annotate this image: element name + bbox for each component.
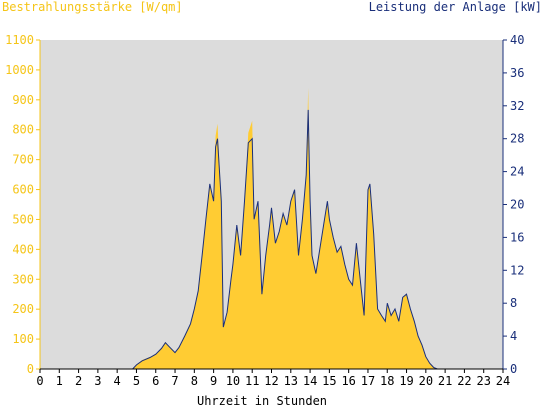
left-axis-title: Bestrahlungsstärke [W/qm] <box>2 0 183 14</box>
x-tick-label: 6 <box>152 374 159 388</box>
left-tick-label: 600 <box>12 183 34 197</box>
right-tick-label: 12 <box>510 263 524 277</box>
ticks-layer: 0100200300400500600700800900100011000481… <box>5 33 524 388</box>
x-tick-label: 15 <box>322 374 336 388</box>
x-tick-label: 13 <box>284 374 298 388</box>
x-tick-label: 23 <box>476 374 490 388</box>
x-tick-label: 20 <box>419 374 433 388</box>
x-tick-label: 1 <box>56 374 63 388</box>
x-tick-label: 9 <box>210 374 217 388</box>
left-tick-label: 900 <box>12 93 34 107</box>
x-tick-label: 5 <box>133 374 140 388</box>
left-tick-label: 200 <box>12 302 34 316</box>
right-tick-label: 4 <box>510 329 517 343</box>
right-tick-label: 0 <box>510 362 517 376</box>
left-tick-label: 300 <box>12 272 34 286</box>
left-tick-label: 400 <box>12 242 34 256</box>
right-tick-label: 24 <box>510 165 524 179</box>
left-tick-label: 100 <box>12 332 34 346</box>
x-tick-label: 7 <box>171 374 178 388</box>
x-tick-label: 24 <box>496 374 510 388</box>
left-tick-label: 0 <box>27 362 34 376</box>
x-axis-title: Uhrzeit in Stunden <box>197 394 327 408</box>
right-tick-label: 32 <box>510 99 524 113</box>
x-tick-label: 14 <box>303 374 317 388</box>
x-tick-label: 4 <box>114 374 121 388</box>
left-tick-label: 700 <box>12 153 34 167</box>
right-tick-label: 20 <box>510 198 524 212</box>
right-axis-title: Leistung der Anlage [kW] <box>369 0 542 14</box>
x-tick-label: 2 <box>75 374 82 388</box>
series-layer <box>40 87 503 370</box>
x-tick-label: 3 <box>94 374 101 388</box>
x-tick-label: 0 <box>36 374 43 388</box>
right-tick-label: 40 <box>510 33 524 47</box>
right-tick-label: 8 <box>510 296 517 310</box>
x-tick-label: 10 <box>226 374 240 388</box>
x-tick-label: 11 <box>245 374 259 388</box>
left-tick-label: 1100 <box>5 33 34 47</box>
left-tick-label: 1000 <box>5 63 34 77</box>
left-tick-label: 800 <box>12 123 34 137</box>
x-tick-label: 17 <box>361 374 375 388</box>
x-tick-label: 19 <box>399 374 413 388</box>
right-tick-label: 28 <box>510 132 524 146</box>
x-tick-label: 22 <box>457 374 471 388</box>
right-tick-label: 36 <box>510 66 524 80</box>
series-power-line <box>40 109 503 370</box>
left-tick-label: 500 <box>12 212 34 226</box>
right-tick-label: 16 <box>510 230 524 244</box>
series-irradiance-area <box>40 87 503 370</box>
x-tick-label: 18 <box>380 374 394 388</box>
x-tick-label: 8 <box>191 374 198 388</box>
x-tick-label: 21 <box>438 374 452 388</box>
x-tick-label: 12 <box>264 374 278 388</box>
x-tick-label: 16 <box>341 374 355 388</box>
